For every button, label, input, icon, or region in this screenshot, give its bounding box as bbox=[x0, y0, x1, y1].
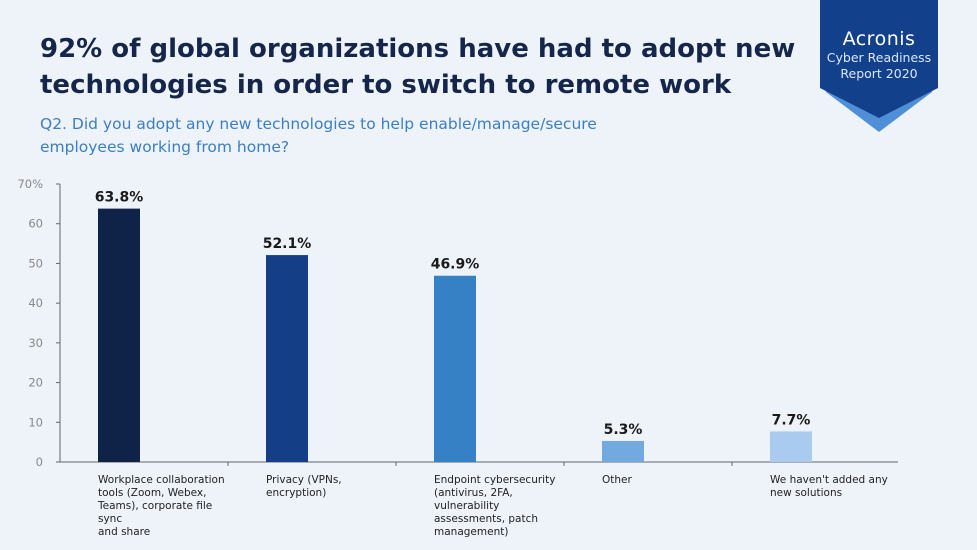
title-line-1: 92% of global organizations have had to … bbox=[40, 34, 796, 64]
chart-title: 92% of global organizations have had to … bbox=[40, 31, 796, 103]
badge-line-2: Report 2020 bbox=[840, 66, 918, 81]
bar bbox=[98, 208, 140, 462]
y-tick-label: 20 bbox=[28, 376, 43, 390]
bar-value-label: 7.7% bbox=[772, 412, 811, 428]
bar-value-label: 46.9% bbox=[431, 257, 480, 273]
y-tick-label: 10 bbox=[28, 415, 43, 429]
subtitle-line-1: Q2. Did you adopt any new technologies t… bbox=[40, 115, 597, 133]
bar bbox=[602, 440, 644, 462]
x-category-label-line: encryption) bbox=[266, 487, 327, 499]
bar bbox=[266, 255, 308, 462]
badge-line-1: Cyber Readiness bbox=[826, 50, 932, 65]
x-category-label-line: assessments, patch bbox=[434, 513, 539, 525]
x-category-label-line: Endpoint cybersecurity bbox=[434, 474, 556, 486]
x-category-label: Privacy (VPNs, encryption) bbox=[266, 474, 406, 500]
y-tick-label: 50 bbox=[28, 256, 43, 270]
brand-logo: Acronis bbox=[842, 28, 916, 50]
x-category-label-line: Other bbox=[602, 474, 632, 486]
y-tick-label: 0 bbox=[36, 455, 43, 469]
x-category-label-line: We haven't added any bbox=[770, 474, 888, 486]
title-line-2: technologies in order to switch to remot… bbox=[40, 70, 732, 100]
subtitle-line-2: employees working from home? bbox=[40, 138, 290, 156]
x-category-label: Workplace collaboration tools (Zoom, Webe… bbox=[98, 474, 238, 539]
x-category-label-line: Teams), corporate file sync bbox=[98, 500, 213, 525]
x-category-label-line: Workplace collaboration bbox=[98, 474, 225, 486]
x-category-label: Endpoint cybersecurity (antivirus, 2FA, v… bbox=[434, 474, 574, 539]
bar bbox=[770, 431, 812, 462]
y-tick-label: 60 bbox=[28, 217, 43, 231]
bar-value-label: 5.3% bbox=[604, 422, 643, 438]
x-category-label-line: (antivirus, 2FA, vulnerability bbox=[434, 487, 513, 512]
x-category-label-line: management) bbox=[434, 526, 509, 538]
x-category-label: Other bbox=[602, 474, 742, 487]
x-category-label-line: Privacy (VPNs, bbox=[266, 474, 342, 486]
report-badge bbox=[820, 0, 938, 132]
x-category-label: We haven't added any new solutions bbox=[770, 474, 910, 500]
x-category-label-line: and share bbox=[98, 526, 151, 538]
bar-value-label: 63.8% bbox=[95, 190, 144, 206]
chart-subtitle: Q2. Did you adopt any new technologies t… bbox=[40, 113, 640, 159]
y-tick-label: 30 bbox=[28, 336, 43, 350]
badge-front-shape bbox=[820, 0, 938, 118]
bar bbox=[434, 275, 476, 462]
badge-text: Acronis Cyber Readiness Report 2020 bbox=[820, 28, 938, 82]
y-tick-label: 70% bbox=[17, 177, 43, 191]
x-category-label-line: tools (Zoom, Webex, bbox=[98, 487, 207, 499]
x-category-label-line: new solutions bbox=[770, 487, 843, 499]
bar-value-label: 52.1% bbox=[263, 236, 312, 252]
y-tick-label: 40 bbox=[28, 296, 43, 310]
